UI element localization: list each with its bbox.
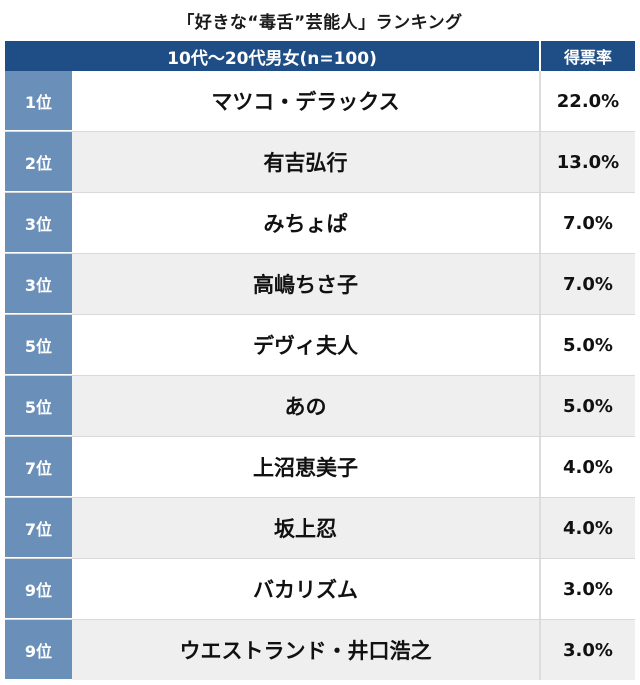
share-cell: 4.0% <box>541 498 635 558</box>
share-cell: 5.0% <box>541 376 635 436</box>
name-cell: あの <box>72 376 539 436</box>
chart-title: 「好きな“毒舌”芸能人」ランキング <box>177 12 463 33</box>
table-row: 2位 有吉弘行 13.0% <box>5 131 635 192</box>
name-cell: みちょぱ <box>72 193 539 253</box>
table-row: 3位 みちょぱ 7.0% <box>5 192 635 253</box>
name-cell: マツコ・デラックス <box>72 71 539 131</box>
name-cell: バカリズム <box>72 559 539 619</box>
table-header: 10代〜20代男女(n=100) 得票率 <box>5 41 635 71</box>
rank-cell: 1位 <box>5 71 72 131</box>
rank-cell: 3位 <box>5 193 72 253</box>
column-divider <box>539 498 541 558</box>
column-divider <box>539 620 541 680</box>
table-row: 9位 ウエストランド・井口浩之 3.0% <box>5 619 635 680</box>
column-divider <box>539 437 541 497</box>
rank-cell: 2位 <box>5 132 72 192</box>
column-divider <box>539 376 541 436</box>
table-row: 7位 上沼恵美子 4.0% <box>5 436 635 497</box>
share-cell: 13.0% <box>541 132 635 192</box>
name-cell: デヴィ夫人 <box>72 315 539 375</box>
column-divider <box>539 193 541 253</box>
table-row: 9位 バカリズム 3.0% <box>5 558 635 619</box>
rank-cell: 3位 <box>5 254 72 314</box>
share-cell: 7.0% <box>541 193 635 253</box>
rank-cell: 5位 <box>5 315 72 375</box>
column-divider <box>539 254 541 314</box>
rank-cell: 7位 <box>5 498 72 558</box>
header-group-label: 10代〜20代男女(n=100) <box>5 41 539 71</box>
name-cell: 有吉弘行 <box>72 132 539 192</box>
name-cell: 上沼恵美子 <box>72 437 539 497</box>
column-divider <box>539 559 541 619</box>
share-cell: 3.0% <box>541 620 635 680</box>
share-cell: 3.0% <box>541 559 635 619</box>
name-cell: 高嶋ちさ子 <box>72 254 539 314</box>
table-row: 7位 坂上忍 4.0% <box>5 497 635 558</box>
table-row: 5位 あの 5.0% <box>5 375 635 436</box>
table-row: 1位 マツコ・デラックス 22.0% <box>5 71 635 131</box>
share-cell: 4.0% <box>541 437 635 497</box>
name-cell: ウエストランド・井口浩之 <box>72 620 539 680</box>
header-divider <box>539 41 541 71</box>
share-cell: 5.0% <box>541 315 635 375</box>
rank-cell: 9位 <box>5 620 72 680</box>
header-share-label: 得票率 <box>541 41 635 71</box>
table-row: 3位 高嶋ちさ子 7.0% <box>5 253 635 314</box>
table-body: 1位 マツコ・デラックス 22.0% 2位 有吉弘行 13.0% 3位 みちょぱ 7.0% 3位高… <box>5 71 635 680</box>
column-divider <box>539 315 541 375</box>
rank-cell: 7位 <box>5 437 72 497</box>
rank-cell: 5位 <box>5 376 72 436</box>
share-cell: 22.0% <box>541 71 635 131</box>
table-row: 5位 デヴィ夫人 5.0% <box>5 314 635 375</box>
column-divider <box>539 132 541 192</box>
ranking-table: 10代〜20代男女(n=100) 得票率 1位 マツコ・デラックス 22.0% 2位有… <box>5 41 635 680</box>
column-divider <box>539 71 541 131</box>
rank-cell: 9位 <box>5 559 72 619</box>
name-cell: 坂上忍 <box>72 498 539 558</box>
share-cell: 7.0% <box>541 254 635 314</box>
